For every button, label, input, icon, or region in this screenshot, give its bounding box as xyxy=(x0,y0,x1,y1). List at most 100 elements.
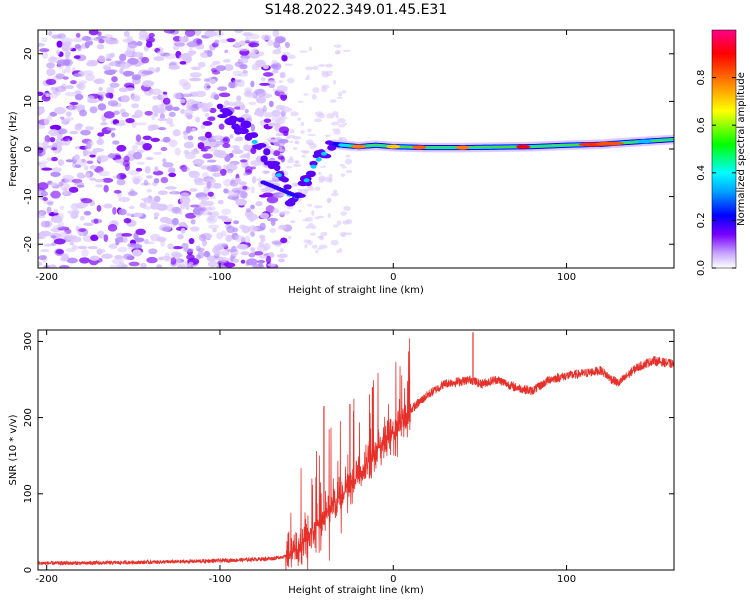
spectrogram-noise-blob xyxy=(272,208,280,214)
spectrogram-noise-blob xyxy=(224,49,229,54)
spectrogram-noise-blob xyxy=(188,171,194,175)
spectrogram-noise-blob xyxy=(287,134,296,139)
spectrogram-noise-blob xyxy=(135,134,142,142)
spectrogram-noise-blob xyxy=(38,106,45,115)
spectrogram-noise-blob xyxy=(65,159,74,163)
spectrogram-noise-blob xyxy=(160,176,169,184)
spectrogram-noise-blob xyxy=(97,132,105,137)
spectrogram-frame xyxy=(37,29,675,269)
spectrogram-noise-blob xyxy=(281,54,288,62)
spectrogram-noise-blob xyxy=(235,198,248,206)
spectrogram-noise-blob xyxy=(260,237,266,243)
spectrogram-noise-blob xyxy=(246,213,258,221)
spectrogram-ridge-hotspot xyxy=(637,139,652,144)
spectrogram-xtick-label: -200 xyxy=(35,272,58,283)
spectrogram-noise-blob xyxy=(317,172,322,175)
spectrogram-noise-blob xyxy=(267,263,276,267)
spectrogram-noise-blob xyxy=(215,65,226,72)
spectrogram-noise-blob xyxy=(342,166,347,169)
spectrogram-noise-blob xyxy=(75,32,81,38)
spectrogram-noise-blob xyxy=(213,94,220,101)
spectrogram-noise-blob xyxy=(197,102,209,109)
spectrogram-noise-blob xyxy=(65,234,78,240)
spectrogram-noise-blob xyxy=(307,133,317,137)
spectrogram-heatmap xyxy=(38,30,674,268)
spectrogram-noise-blob xyxy=(236,95,242,102)
spectrogram-noise-blob xyxy=(126,212,133,217)
spectrogram-noise-blob xyxy=(280,106,290,112)
spectrogram-noise-blob xyxy=(40,160,48,165)
spectrogram-noise-blob xyxy=(207,224,219,230)
spectrogram-noise-blob xyxy=(235,136,244,142)
spectrogram-noise-blob xyxy=(248,225,258,233)
spectrogram-noise-blob xyxy=(258,241,265,248)
spectrogram-noise-blob xyxy=(86,160,94,165)
spectrogram-noise-blob xyxy=(244,87,253,93)
spectrogram-noise-blob xyxy=(64,118,71,123)
spectrogram-noise-blob xyxy=(170,257,177,265)
spectrogram-noise-blob xyxy=(71,244,79,251)
spectrogram-noise-blob xyxy=(73,73,82,77)
spectrogram-noise-blob xyxy=(204,30,217,38)
spectrogram-noise-blob xyxy=(81,158,86,163)
spectrogram-noise-blob xyxy=(135,228,146,236)
spectrogram-noise-blob xyxy=(176,39,186,48)
spectrogram-noise-blob xyxy=(340,234,346,238)
spectrogram-noise-blob xyxy=(68,186,79,193)
spectrogram-noise-blob xyxy=(82,70,94,76)
spectrogram-noise-blob xyxy=(210,211,220,218)
spectrogram-noise-blob xyxy=(53,238,66,245)
spectrogram-noise-blob xyxy=(244,108,249,114)
spectrogram-noise-blob xyxy=(105,92,114,99)
spectrogram-noise-blob xyxy=(46,206,52,214)
spectrogram-noise-blob xyxy=(70,203,80,211)
spectrogram-ridge-blob xyxy=(273,164,281,172)
spectrogram-noise-blob xyxy=(182,82,192,91)
spectrogram-xtick-label: 100 xyxy=(557,272,576,283)
spectrogram-noise-blob xyxy=(85,73,95,82)
spectrogram-noise-blob xyxy=(277,253,288,259)
spectrogram-noise-blob xyxy=(328,176,333,183)
spectrogram-noise-blob xyxy=(81,249,89,257)
spectrogram-noise-blob xyxy=(94,179,104,183)
spectrogram-ridge-hotspot xyxy=(516,144,531,149)
spectrogram-noise-blob xyxy=(110,40,119,45)
spectrogram-noise-blob xyxy=(325,63,333,68)
spectrogram-noise-blob xyxy=(172,45,179,51)
spectrogram-noise-blob xyxy=(53,209,59,214)
spectrogram-noise-blob xyxy=(278,193,285,196)
spectrogram-noise-blob xyxy=(197,196,210,201)
spectrogram-noise-blob xyxy=(89,165,97,170)
spectrogram-noise-blob xyxy=(157,117,167,122)
spectrogram-noise-blob xyxy=(284,63,293,66)
spectrogram-noise-blob xyxy=(248,253,256,258)
spectrogram-noise-blob xyxy=(129,205,135,210)
spectrogram-noise-blob xyxy=(178,36,185,42)
spectrogram-noise-blob xyxy=(162,158,167,164)
spectrogram-ridge-blob xyxy=(327,144,337,151)
spectrogram-noise-blob xyxy=(282,130,289,137)
spectrogram-noise-blob xyxy=(244,92,257,98)
spectrogram-noise-blob xyxy=(277,37,285,44)
spectrogram-noise-blob xyxy=(146,188,153,193)
spectrogram-noise-blob xyxy=(38,142,43,146)
spectrogram-noise-blob xyxy=(315,249,319,254)
spectrogram-noise-blob xyxy=(276,85,288,93)
spectrogram-noise-blob xyxy=(133,212,140,218)
spectrogram-noise-blob xyxy=(116,144,127,152)
spectrogram-noise-blob xyxy=(320,231,328,237)
spectrogram-noise-blob xyxy=(56,128,68,135)
spectrogram-noise-blob xyxy=(317,215,325,219)
spectrogram-noise-blob xyxy=(134,109,143,118)
spectrogram-noise-blob xyxy=(238,40,247,47)
snr-xtick-label: 100 xyxy=(557,574,576,585)
spectrogram-noise-blob xyxy=(153,216,158,220)
spectrogram-noise-blob xyxy=(103,66,112,71)
spectrogram-noise-blob xyxy=(265,255,272,264)
spectrogram-noise-blob xyxy=(59,205,64,210)
spectrogram-noise-blob xyxy=(165,117,173,125)
spectrogram-noise-blob xyxy=(172,35,182,42)
spectrogram-noise-blob xyxy=(330,121,340,126)
spectrogram-noise-blob xyxy=(275,132,284,137)
spectrogram-noise-blob xyxy=(89,106,98,114)
